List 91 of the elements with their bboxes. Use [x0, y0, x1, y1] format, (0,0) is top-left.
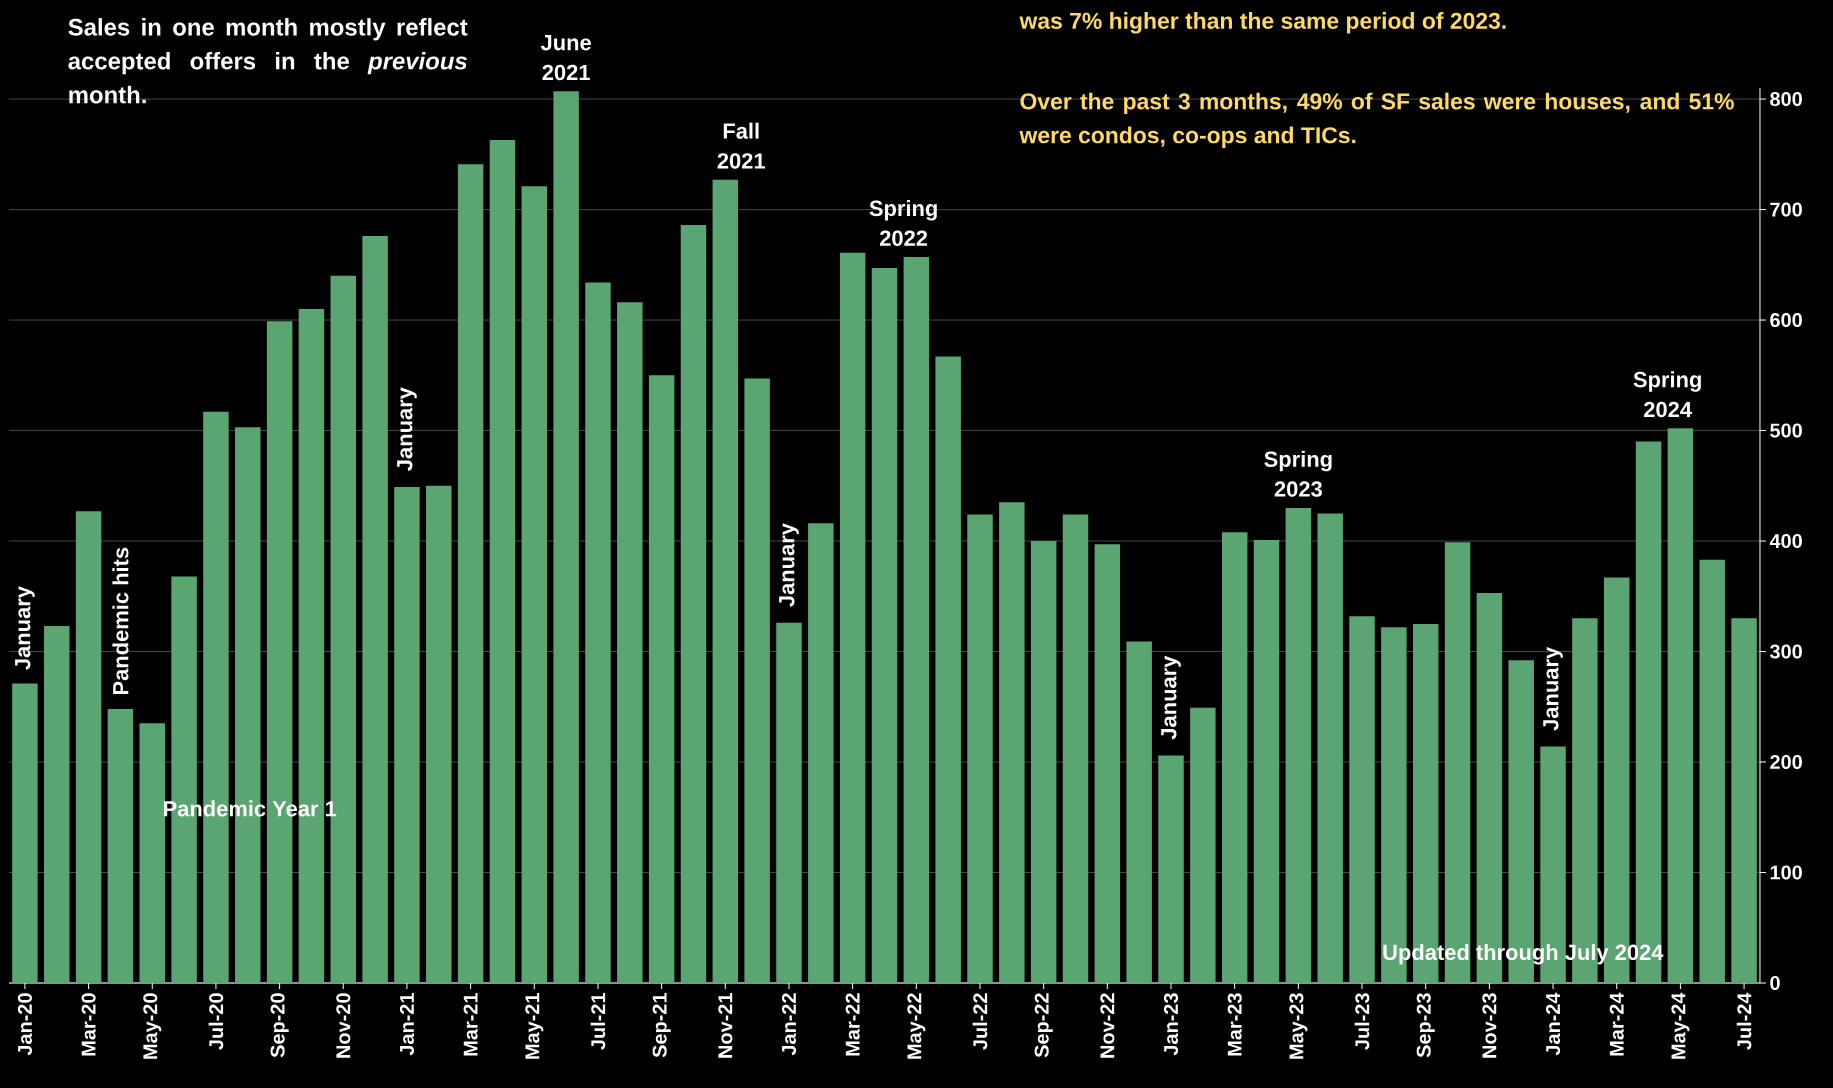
annotation: January	[779, 523, 799, 607]
annotation: Fall 2021	[717, 122, 765, 169]
bar	[426, 485, 452, 983]
x-tick-label: Jul-20	[208, 993, 224, 1050]
bar	[680, 225, 707, 983]
bar	[1221, 532, 1248, 983]
bar	[1253, 539, 1280, 983]
bar	[553, 91, 579, 983]
y-tick-label: 300	[1769, 644, 1802, 659]
bar	[648, 375, 675, 983]
bar	[139, 723, 165, 983]
annotation: January	[1543, 646, 1563, 731]
x-tick-label: Nov-20	[336, 993, 351, 1058]
bar	[617, 302, 643, 983]
x-tick-label: Mar-22	[845, 993, 860, 1056]
bar	[744, 378, 770, 983]
bar	[967, 514, 993, 983]
y-tick-label: 600	[1770, 312, 1802, 328]
annotation: January	[1161, 655, 1181, 740]
bar	[1667, 428, 1694, 983]
annotation: Spring 2022	[869, 200, 937, 247]
bar	[1030, 541, 1057, 983]
x-tick-label: Sep-23	[1416, 993, 1435, 1058]
bar	[394, 486, 420, 983]
x-tick-label: Mar-23	[1227, 993, 1242, 1056]
bar	[489, 139, 516, 983]
text: June 2021	[540, 35, 591, 81]
bar	[1126, 641, 1152, 983]
annotation: Over the past 3 months, 49% of SF sales were houses, and 51% were condos, co-ops and TICs.	[1019, 92, 1734, 148]
x-tick-label: Jan-23	[1163, 993, 1179, 1056]
y-tick-label: 500	[1770, 423, 1802, 438]
annotation: Pandemic hits	[112, 547, 129, 695]
bar	[75, 511, 102, 983]
x-tick-label: May-23	[1289, 993, 1308, 1059]
x-tick-label: Jul-23	[1354, 993, 1370, 1050]
x-tick-label: Mar-20	[81, 993, 96, 1056]
x-tick-label: Nov-21	[718, 993, 733, 1058]
x-tick-label: Jul-22	[972, 993, 988, 1050]
x-tick-label: May-20	[143, 993, 162, 1059]
bar	[1731, 618, 1757, 983]
bar	[1317, 513, 1343, 983]
bar	[362, 236, 388, 983]
x-tick-label: May-24	[1671, 992, 1690, 1059]
x-tick-label: Jan-21	[399, 993, 414, 1056]
annotation: January	[397, 387, 417, 471]
bar	[999, 502, 1025, 983]
bar	[903, 257, 930, 983]
bar	[12, 683, 38, 983]
x-tick-label: Nov-22	[1100, 993, 1115, 1058]
x-tick-label: Jan-24	[1546, 992, 1561, 1056]
y-tick-label: 200	[1770, 754, 1802, 770]
x-tick-label: Jan-22	[781, 993, 797, 1056]
x-tick-label: Nov-23	[1482, 993, 1497, 1058]
bar	[808, 523, 834, 983]
bar	[1349, 616, 1375, 983]
x-tick-label: May-21	[525, 993, 544, 1059]
annotation: Spring 2023	[1264, 450, 1332, 497]
x-tick-label: Sep-22	[1034, 993, 1053, 1058]
x-tick-label: Jul-21	[590, 993, 606, 1050]
x-tick-label: May-22	[907, 993, 926, 1059]
x-tick-label: Jul-24	[1736, 992, 1752, 1050]
bar	[839, 252, 866, 983]
bar	[1190, 707, 1216, 983]
text: was 7% higher than the same period of 2023.	[1019, 12, 1506, 34]
bar	[585, 282, 611, 983]
annotation: January	[15, 586, 35, 670]
bar	[776, 622, 802, 983]
x-tick-label: Sep-20	[270, 993, 289, 1058]
bar	[457, 164, 484, 983]
x-tick-label: Mar-21	[463, 993, 478, 1056]
y-tick-label: 0	[1770, 975, 1780, 991]
x-tick-label: Jan-20	[17, 993, 32, 1056]
bar	[521, 186, 548, 983]
bar	[44, 626, 70, 983]
text: Sales in one month mostly reflect accepted offers in the previous month.	[68, 18, 468, 104]
bar	[871, 268, 898, 983]
bar	[712, 179, 739, 983]
x-tick-label: Sep-21	[652, 993, 671, 1058]
bar	[1158, 755, 1184, 983]
bar	[107, 708, 134, 983]
y-tick-label: 400	[1769, 533, 1802, 549]
bar	[1062, 514, 1089, 983]
bar	[1094, 544, 1121, 983]
bar	[1285, 507, 1312, 983]
y-tick-label: 700	[1770, 202, 1802, 217]
y-tick-label: 100	[1770, 865, 1802, 880]
y-tick-label: 800	[1770, 92, 1802, 107]
annotation: Spring 2024	[1633, 371, 1701, 418]
x-tick-label: Mar-24	[1609, 992, 1624, 1056]
bar	[935, 356, 961, 983]
bar	[1699, 559, 1725, 983]
